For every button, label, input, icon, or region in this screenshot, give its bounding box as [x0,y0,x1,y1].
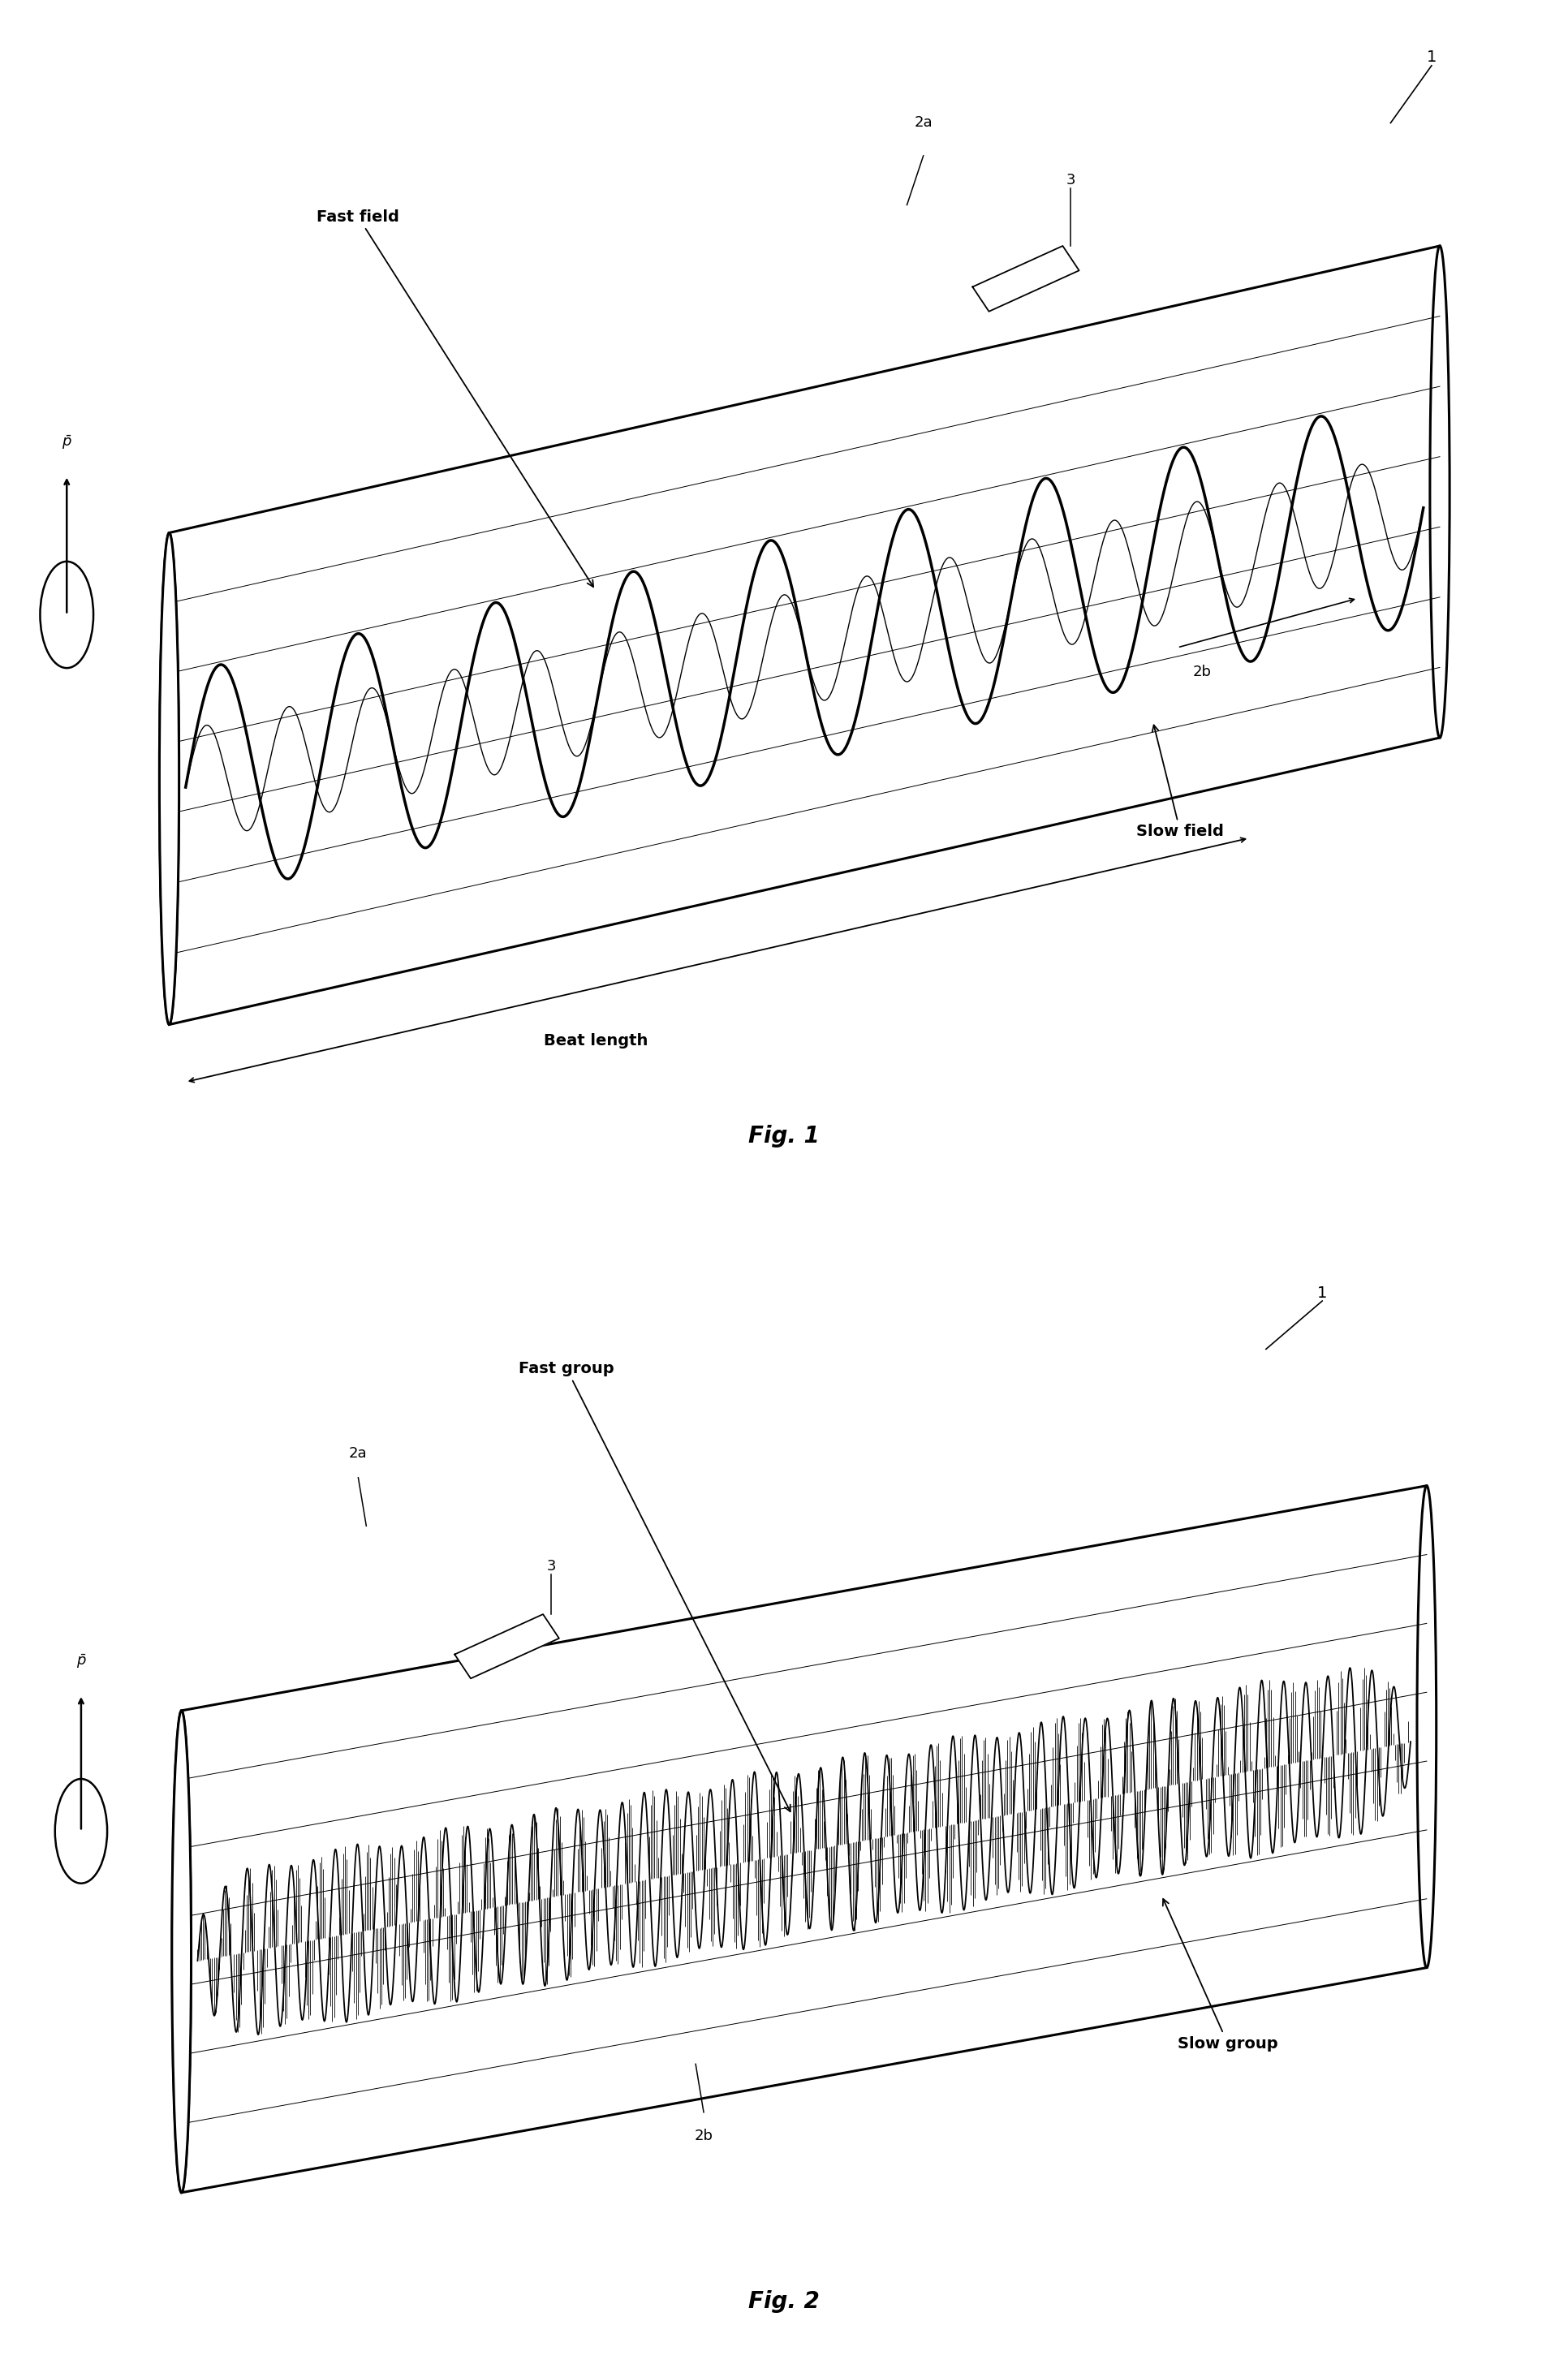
Ellipse shape [160,532,179,1024]
Text: $\bar{p}$: $\bar{p}$ [75,1652,86,1671]
Text: 2a: 2a [914,116,933,131]
Text: 1: 1 [1427,50,1436,64]
Text: Fig. 1: Fig. 1 [748,1124,820,1148]
Polygon shape [455,1614,560,1678]
Text: Fig. 2: Fig. 2 [748,2291,820,2313]
Text: 2b: 2b [1193,666,1212,680]
Text: Slow field: Slow field [1137,725,1225,839]
Text: 1: 1 [1317,1286,1327,1300]
Ellipse shape [172,1711,191,2192]
Text: Beat length: Beat length [544,1034,648,1048]
Text: 2a: 2a [350,1445,367,1462]
Polygon shape [972,245,1079,311]
Text: Fast group: Fast group [519,1362,790,1811]
Text: Slow group: Slow group [1163,1899,1278,2051]
Text: $\bar{p}$: $\bar{p}$ [61,433,72,452]
Text: 2b: 2b [695,2130,713,2144]
Text: Fast field: Fast field [317,209,593,587]
Text: 3: 3 [1066,174,1076,188]
Text: 3: 3 [546,1559,555,1574]
